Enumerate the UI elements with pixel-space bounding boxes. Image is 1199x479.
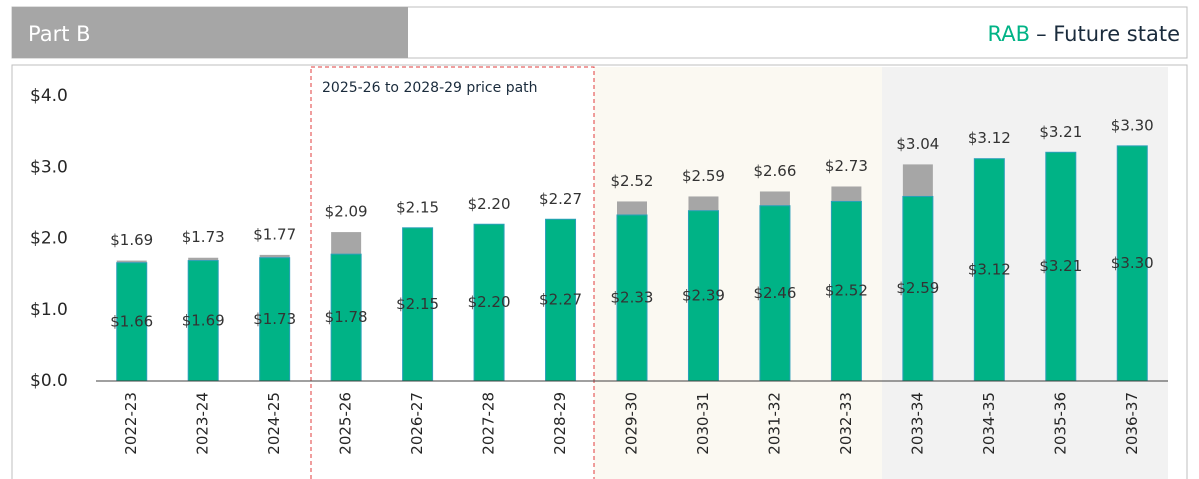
bar-segment (616, 214, 648, 382)
data-label: $2.27 (539, 291, 582, 309)
total-label: $3.30 (1111, 116, 1154, 134)
total-label: $2.09 (325, 203, 368, 221)
y-tick-label: $0.0 (30, 371, 68, 391)
bar-segment (187, 260, 219, 382)
total-label: $2.66 (753, 162, 796, 180)
bar-segment (402, 227, 434, 382)
data-label: $2.59 (896, 279, 939, 297)
data-label: $3.30 (1111, 254, 1154, 272)
x-tick-label: 2031-32 (765, 392, 783, 455)
total-label: $2.59 (682, 167, 725, 185)
total-label: $2.15 (396, 198, 439, 216)
bar-segment (116, 262, 148, 382)
price-path-box (310, 66, 595, 479)
header-title-highlight: RAB (988, 22, 1031, 46)
total-label: $2.27 (539, 190, 582, 208)
x-tick-label: 2036-37 (1123, 392, 1141, 455)
plot: $0.0 $1.0 $2.0 $3.0 $4.0 $1.66 $1.69 2022-23 $1.… (30, 86, 1168, 455)
x-tick-label: 2026-27 (408, 392, 426, 455)
data-label: $3.21 (1039, 257, 1082, 275)
data-label: $1.73 (253, 310, 296, 328)
x-tick-label: 2030-31 (694, 392, 712, 455)
bar-segment (687, 210, 719, 382)
x-tick-label: 2027-28 (480, 392, 498, 455)
bar-segment (759, 191, 790, 206)
bar-segment (330, 253, 362, 382)
x-tick-label: 2028-29 (551, 392, 569, 455)
bar-segment (830, 200, 862, 382)
x-tick-label: 2024-25 (265, 392, 283, 455)
y-tick-label: $2.0 (30, 229, 68, 249)
bar-segment (331, 232, 362, 255)
x-tick-label: 2025-26 (337, 392, 355, 455)
y-tick-label: $1.0 (30, 300, 68, 320)
total-label: $3.12 (968, 129, 1011, 147)
bar-segment (1116, 145, 1148, 382)
x-tick-label: 2022-23 (122, 392, 140, 455)
annotation: 2025-26 to 2028-29 price path (322, 80, 538, 96)
bar-segment (1045, 151, 1077, 382)
x-tick-label: 2023-24 (194, 392, 212, 455)
data-label: $2.46 (753, 284, 796, 302)
bar-segment (545, 218, 577, 382)
total-label: $1.69 (110, 231, 153, 249)
x-tick-label: 2032-33 (837, 392, 855, 455)
header-section-box (12, 7, 408, 58)
x-tick-label: 2033-34 (908, 392, 926, 455)
header-title-rest: – Future state (1036, 22, 1180, 46)
total-label: $2.20 (468, 195, 511, 213)
total-label: $3.04 (896, 135, 939, 153)
total-label: $1.77 (253, 225, 296, 243)
bar-segment (259, 257, 291, 382)
bar-segment (473, 223, 505, 382)
total-label: $2.52 (611, 172, 654, 190)
data-label: $1.66 (110, 312, 153, 330)
bar-segment (188, 257, 219, 261)
x-tick-label: 2029-30 (623, 392, 641, 455)
total-label: $2.73 (825, 157, 868, 175)
bar-segment (116, 260, 147, 263)
bar-segment (973, 158, 1005, 382)
data-label: $1.78 (325, 308, 368, 326)
bar-segment (759, 205, 791, 382)
data-label: $1.69 (182, 311, 225, 329)
bar-segment (902, 195, 934, 382)
header-title: RAB – Future state (988, 22, 1180, 46)
bar-segment (259, 254, 290, 258)
data-label: $2.20 (468, 293, 511, 311)
total-label: $3.21 (1039, 123, 1082, 141)
data-label: $2.33 (611, 288, 654, 306)
header-section: Part B (28, 22, 91, 46)
y-tick-label: $4.0 (30, 86, 68, 106)
x-tick-label: 2035-36 (1051, 392, 1069, 455)
total-label: $1.73 (182, 228, 225, 246)
bar-segment (831, 186, 862, 202)
bar-segment (688, 196, 719, 211)
data-label: $3.12 (968, 260, 1011, 278)
bar-segment (902, 164, 933, 197)
data-label: $2.52 (825, 282, 868, 300)
y-tick-label: $3.0 (30, 157, 68, 177)
x-tick-label: 2034-35 (980, 392, 998, 455)
data-label: $2.39 (682, 286, 725, 304)
data-label: $2.15 (396, 295, 439, 313)
bar-segment (617, 201, 647, 215)
